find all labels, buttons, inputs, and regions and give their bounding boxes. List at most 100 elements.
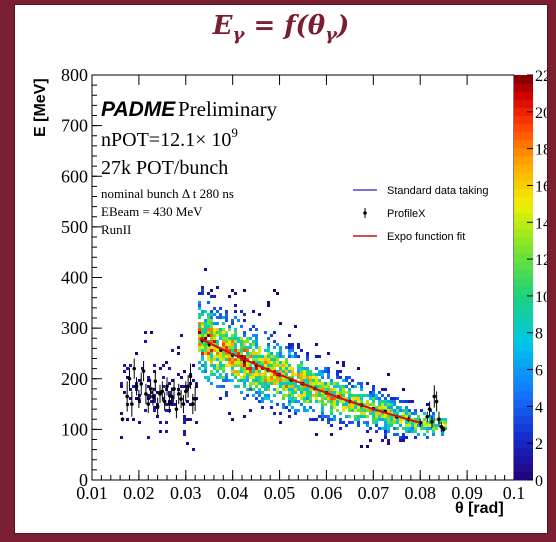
heat-cell [258, 346, 261, 349]
heat-cell [429, 418, 432, 421]
heat-cell [342, 379, 345, 382]
heat-cell [336, 385, 339, 388]
heat-cell [255, 343, 258, 346]
heat-cell [324, 382, 327, 385]
z-tick-label: 0 [535, 473, 543, 490]
heat-cell [399, 406, 402, 409]
heat-cell [387, 415, 390, 418]
heat-cell [201, 364, 204, 367]
heat-cell [321, 403, 324, 406]
heat-cell [315, 397, 318, 400]
heat-cell [285, 367, 288, 370]
heat-cell [348, 406, 351, 409]
heat-cell [267, 385, 270, 388]
heat-cell [210, 328, 213, 331]
heat-cell [234, 346, 237, 349]
y-tick-label: 300 [61, 318, 88, 338]
heat-cell [258, 313, 261, 316]
heat-cell [288, 382, 291, 385]
heat-cell [279, 421, 282, 424]
heat-cell [213, 307, 216, 310]
heat-cell [228, 340, 231, 343]
heat-cell [330, 397, 333, 400]
heat-cell [135, 352, 138, 355]
heat-cell [321, 406, 324, 409]
heat-cell [153, 388, 156, 391]
heat-cell [201, 352, 204, 355]
heat-cell [381, 400, 384, 403]
heat-cell [159, 367, 162, 370]
heat-cell [414, 418, 417, 421]
heat-cell [297, 409, 300, 412]
heat-cell [402, 415, 405, 418]
heat-cell [213, 328, 216, 331]
heat-cell [378, 400, 381, 403]
heat-cell [405, 406, 408, 409]
run-label: RunII [101, 222, 131, 237]
heat-cell [243, 289, 246, 292]
heat-cell [267, 304, 270, 307]
heat-cell [276, 382, 279, 385]
slide-frame: Eγ = f(θγ) 0.01 0.02 0.03 0.04 0.05 0.06 0.07 0… [14, 4, 548, 534]
heat-cell [198, 367, 201, 370]
x-tick-label: 0.02 [123, 483, 155, 503]
heat-cell [249, 343, 252, 346]
heat-cell [234, 376, 237, 379]
heat-cell [228, 295, 231, 298]
heat-cell [312, 418, 315, 421]
heat-cell [399, 400, 402, 403]
heat-cell [330, 409, 333, 412]
heat-cell [186, 388, 189, 391]
heat-cell [258, 382, 261, 385]
heat-cell [399, 418, 402, 421]
heat-cell [270, 367, 273, 370]
heat-cell [303, 376, 306, 379]
heat-cell [420, 424, 423, 427]
heat-cell [387, 373, 390, 376]
heat-cell [228, 325, 231, 328]
heat-cell [210, 322, 213, 325]
heat-cell [339, 427, 342, 430]
heat-cell [405, 415, 408, 418]
heat-cell [159, 430, 162, 433]
heat-cell [147, 376, 150, 379]
heat-cell [240, 364, 243, 367]
heat-cell [282, 403, 285, 406]
heat-cell [333, 400, 336, 403]
heat-cell [285, 385, 288, 388]
heat-cell [297, 346, 300, 349]
heat-cell [234, 343, 237, 346]
y-tick-label: 600 [61, 166, 88, 186]
heat-cell [219, 337, 222, 340]
heat-cell [297, 367, 300, 370]
heat-cell [336, 370, 339, 373]
heat-cell [144, 409, 147, 412]
x-tick-label: 0.1 [503, 483, 526, 503]
y-tick-label: 500 [61, 217, 88, 237]
legend-profile-label: ProfileX [387, 208, 426, 220]
heat-cell [372, 391, 375, 394]
heat-cell [393, 397, 396, 400]
heat-cell [291, 388, 294, 391]
heat-cell [405, 427, 408, 430]
heat-cell [390, 409, 393, 412]
heat-cell [276, 370, 279, 373]
heat-cell [216, 286, 219, 289]
heat-cell [345, 376, 348, 379]
heat-cell [255, 376, 258, 379]
heat-cell [237, 364, 240, 367]
heat-cell [288, 364, 291, 367]
heat-cell [237, 340, 240, 343]
heat-cell [399, 436, 402, 439]
heat-cell [213, 340, 216, 343]
heat-cell [243, 415, 246, 418]
heat-cell [324, 367, 327, 370]
heat-cell [366, 421, 369, 424]
heat-cell [213, 322, 216, 325]
heat-cell [273, 289, 276, 292]
pot-bunch-label: 27k POT/bunch [101, 157, 228, 179]
heat-cell [357, 415, 360, 418]
heat-cell [357, 406, 360, 409]
heat-cell [291, 355, 294, 358]
heat-cell [174, 403, 177, 406]
